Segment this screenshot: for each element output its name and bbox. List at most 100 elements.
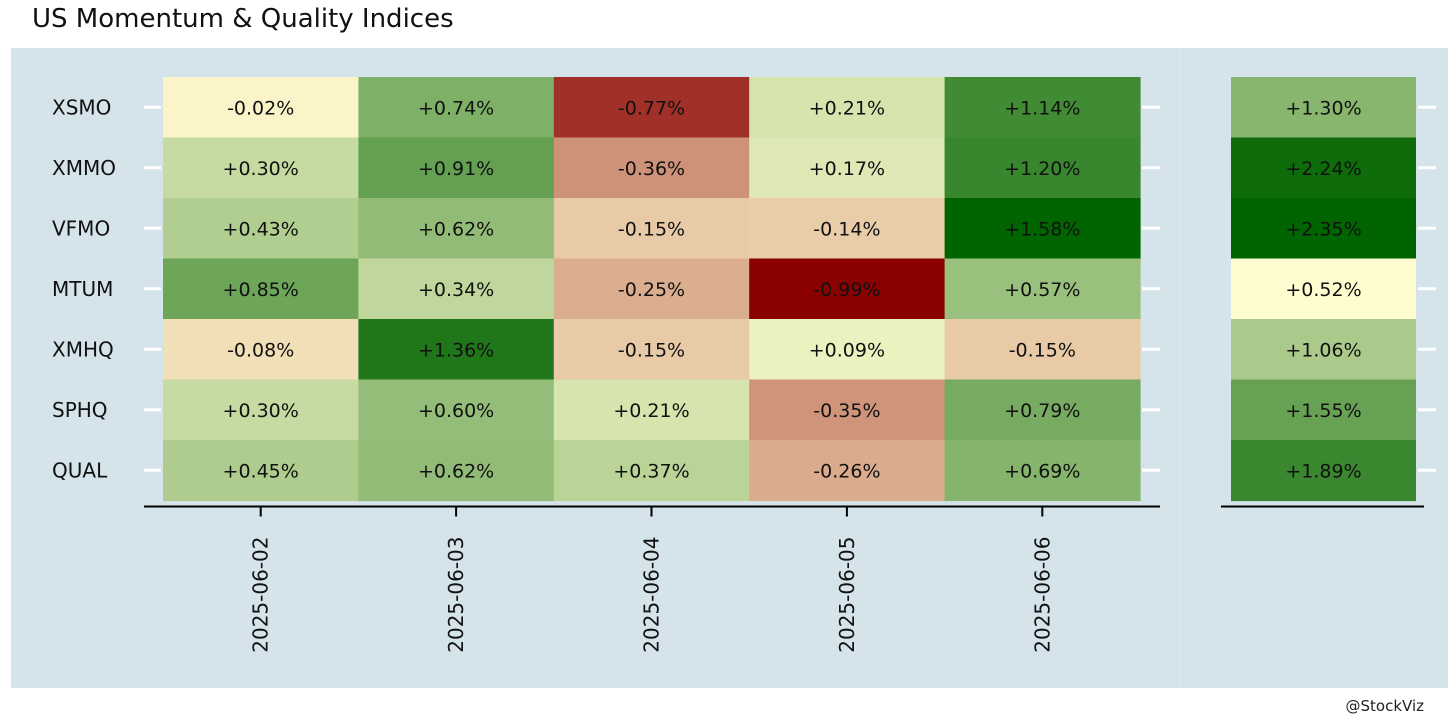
heatmap-cell (944, 258, 1141, 320)
heatmap-cell (749, 137, 946, 199)
cell-value-label: +0.69% (1004, 460, 1080, 482)
heatmap-cell (358, 379, 555, 441)
heatmap-cell (944, 137, 1141, 199)
heatmap-cell (163, 137, 359, 199)
row-label: XMHQ (52, 337, 114, 361)
cell-value-label: +0.43% (223, 218, 299, 240)
cell-value-label: +0.74% (418, 97, 494, 119)
heatmap-cell (749, 77, 946, 139)
total-cell (1231, 319, 1416, 381)
cell-value-label: -0.02% (227, 97, 294, 119)
x-tick-label: 2025-06-02 (249, 537, 273, 653)
cell-value-label: +0.30% (223, 400, 299, 422)
cell-value-label: +0.09% (809, 339, 885, 361)
x-tick-label: 2025-06-04 (640, 537, 664, 653)
cell-value-label: -0.15% (618, 339, 685, 361)
cell-value-label: +0.17% (809, 158, 885, 180)
heatmap-cell (944, 198, 1141, 260)
total-cell (1231, 77, 1416, 139)
total-value-label: +1.55% (1285, 400, 1361, 422)
heatmap-cell (553, 319, 750, 381)
row-label: XMMO (52, 156, 116, 180)
cell-value-label: -0.99% (813, 279, 880, 301)
heatmap-cell (358, 137, 555, 199)
heatmap-cell (163, 77, 359, 139)
heatmap-cell (358, 198, 555, 260)
cell-value-label: +0.60% (418, 400, 494, 422)
cell-value-label: +1.14% (1004, 97, 1080, 119)
heatmap-cell (553, 137, 750, 199)
total-cell (1231, 440, 1416, 502)
heatmap-cell (163, 258, 359, 320)
cell-value-label: +0.91% (418, 158, 494, 180)
total-cell (1231, 258, 1416, 320)
x-tick-label: 2025-06-05 (835, 537, 859, 653)
heatmap-cell (553, 440, 750, 502)
credit-label: @StockViz (1345, 697, 1425, 715)
chart-title: US Momentum & Quality Indices (32, 4, 454, 34)
total-value-label: +1.06% (1285, 339, 1361, 361)
cell-value-label: +0.85% (223, 279, 299, 301)
heatmap-cell (163, 440, 359, 502)
heatmap-cell (553, 379, 750, 441)
cell-value-label: -0.36% (618, 158, 685, 180)
heatmap-cell (553, 198, 750, 260)
panel-separator (1178, 48, 1180, 688)
cell-value-label: -0.08% (227, 339, 294, 361)
cell-value-label: -0.15% (618, 218, 685, 240)
cell-value-label: -0.25% (618, 279, 685, 301)
x-tick-label: 2025-06-03 (444, 537, 468, 653)
cell-value-label: +0.30% (223, 158, 299, 180)
total-cell (1231, 137, 1416, 199)
total-value-label: +1.89% (1285, 460, 1361, 482)
total-cell (1231, 198, 1416, 260)
cell-value-label: -0.15% (1009, 339, 1076, 361)
heatmap-cell (749, 258, 946, 320)
row-label: SPHQ (52, 398, 108, 422)
cell-value-label: +0.45% (223, 460, 299, 482)
cell-value-label: +1.58% (1004, 218, 1080, 240)
cell-value-label: +1.20% (1004, 158, 1080, 180)
row-label: QUAL (52, 458, 108, 482)
cell-value-label: -0.35% (813, 400, 880, 422)
cell-value-label: +0.62% (418, 218, 494, 240)
heatmap-cell (749, 379, 946, 441)
heatmap-cell (358, 77, 555, 139)
x-tick-label: 2025-06-06 (1030, 537, 1054, 653)
total-value-label: +1.30% (1285, 97, 1361, 119)
cell-value-label: -0.14% (813, 218, 880, 240)
cell-value-label: +0.79% (1004, 400, 1080, 422)
heatmap-cell (553, 77, 750, 139)
cell-value-label: +0.21% (809, 97, 885, 119)
heatmap-cell (358, 440, 555, 502)
total-value-label: +0.52% (1285, 279, 1361, 301)
total-value-label: +2.35% (1285, 218, 1361, 240)
heatmap-cell (358, 319, 555, 381)
heatmap-cell (163, 379, 359, 441)
heatmap-cell (163, 319, 359, 381)
row-label: VFMO (52, 216, 110, 240)
cell-value-label: +0.62% (418, 460, 494, 482)
heatmap-cell (944, 379, 1141, 441)
cell-value-label: -0.77% (618, 97, 685, 119)
heatmap-cell (358, 258, 555, 320)
total-cell (1231, 379, 1416, 441)
cell-value-label: +0.34% (418, 279, 494, 301)
cell-value-label: -0.26% (813, 460, 880, 482)
total-value-label: +2.24% (1285, 158, 1361, 180)
heatmap-cell (163, 198, 359, 260)
heatmap-cell (553, 258, 750, 320)
heatmap-cell (944, 319, 1141, 381)
cell-value-label: +1.36% (418, 339, 494, 361)
row-label: XSMO (52, 95, 111, 119)
heatmap-cell (749, 198, 946, 260)
heatmap-cell (944, 77, 1141, 139)
cell-value-label: +0.21% (613, 400, 689, 422)
heatmap-cell (749, 319, 946, 381)
row-label: MTUM (52, 277, 113, 301)
heatmap-cell (749, 440, 946, 502)
cell-value-label: +0.57% (1004, 279, 1080, 301)
heatmap-cell (944, 440, 1141, 502)
cell-value-label: +0.37% (613, 460, 689, 482)
